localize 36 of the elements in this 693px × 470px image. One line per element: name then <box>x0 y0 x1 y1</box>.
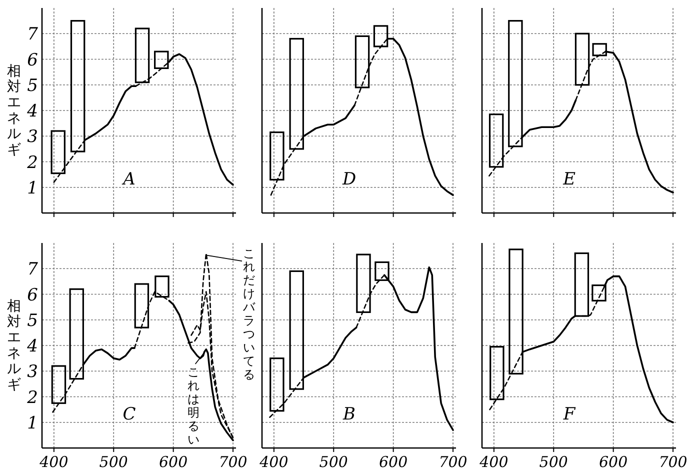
y-tick-label: 7 <box>27 260 38 280</box>
y-tick-label: 3 <box>27 127 38 148</box>
y-axis-title: 相対エネルギ <box>7 298 21 393</box>
y-tick-label: 5 <box>27 76 38 96</box>
text: D <box>341 169 356 190</box>
y-axis-title: 相対エネルギ <box>7 63 21 158</box>
y-tick-label: 2 <box>26 152 38 173</box>
text: E <box>562 169 576 190</box>
y-tick-label: 7 <box>27 24 38 45</box>
x-tick-label: 400 <box>38 453 69 470</box>
text: これだけバラついてる <box>243 246 255 382</box>
x-tick-label: 600 <box>159 453 188 470</box>
y-tick-label: 4 <box>26 102 38 122</box>
x-tick-label: 500 <box>539 453 568 470</box>
y-tick-label: 2 <box>26 388 38 408</box>
y-tick-label: 5 <box>27 310 38 331</box>
y-tick-label: 1 <box>27 413 38 434</box>
text: C <box>122 404 136 424</box>
x-tick-label: 700 <box>218 453 248 470</box>
x-tick-label: 400 <box>258 453 289 470</box>
y-tick-label: 3 <box>27 362 38 382</box>
x-tick-label: 500 <box>319 453 348 470</box>
x-tick-label: 600 <box>379 453 408 470</box>
y-tick-label: 1 <box>27 178 38 198</box>
x-tick-label: 700 <box>658 453 688 470</box>
text: F <box>562 404 576 424</box>
x-tick-label: 600 <box>599 453 628 470</box>
y-tick-label: 4 <box>26 336 38 356</box>
text: B <box>342 404 356 424</box>
annotation: これは明るい <box>187 365 200 446</box>
x-tick-label: 400 <box>478 453 509 470</box>
x-tick-label: 700 <box>438 453 468 470</box>
text: A <box>121 169 136 190</box>
y-tick-label: 6 <box>27 50 38 70</box>
y-tick-label: 6 <box>27 285 38 306</box>
x-tick-label: 500 <box>99 453 128 470</box>
